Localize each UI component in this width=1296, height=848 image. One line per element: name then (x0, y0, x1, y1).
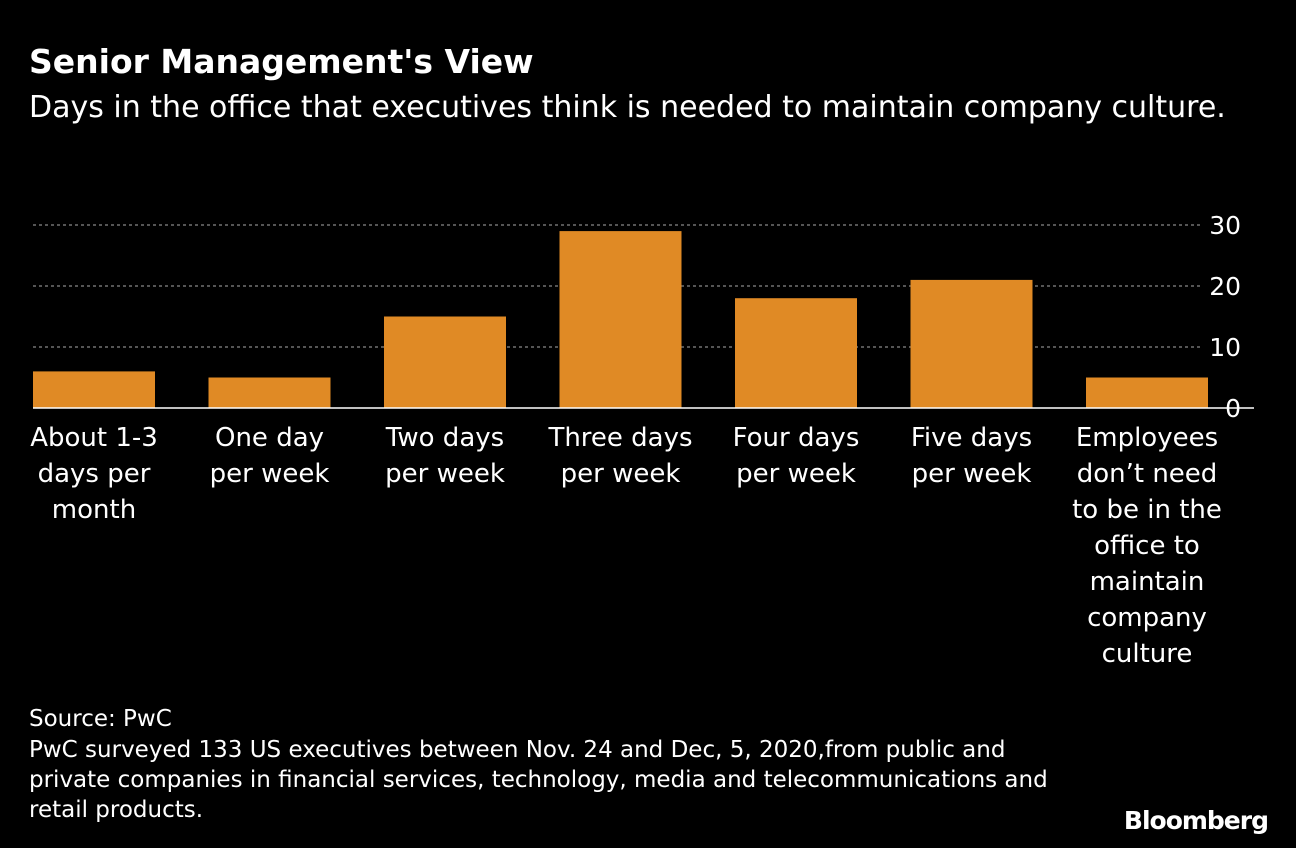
bar (384, 316, 506, 408)
x-tick-label-line: Two days (385, 423, 504, 453)
y-tick-label: 10 (1209, 333, 1241, 362)
y-tick-label: 30 (1209, 211, 1241, 240)
x-tick-label: Four days per week (733, 423, 860, 489)
x-tick-label-line: Three days (547, 423, 692, 453)
x-tick-label-line: culture (1102, 639, 1193, 669)
x-tick-label-line: maintain (1090, 567, 1205, 597)
chart-subtitle: Days in the office that executives think… (29, 90, 1226, 125)
x-tick-label-line: per week (385, 459, 505, 489)
bar (208, 377, 331, 408)
x-tick-label-line: One day (215, 423, 324, 453)
x-tick-label-line: About 1-3 (30, 423, 158, 453)
bloomberg-logo: Bloomberg (1123, 806, 1269, 835)
bar (735, 298, 857, 408)
x-tick-label-line: office to (1094, 531, 1200, 561)
bar (33, 371, 155, 408)
x-tick-label: Three days per week (547, 423, 692, 489)
survey-note: PwC surveyed 133 US executives between N… (29, 737, 1048, 823)
x-tick-label-line: per week (561, 459, 681, 489)
y-tick-label: 20 (1209, 272, 1241, 301)
x-tick-label-line: Four days (733, 423, 860, 453)
x-tick-label-line: days per (38, 459, 151, 489)
x-tick-label-line: don’t need (1077, 459, 1218, 489)
x-tick-label: Employees don’t need to be in the office to… (1072, 423, 1222, 669)
x-tick-label-line: Employees (1076, 423, 1218, 453)
x-tick-label: About 1-3 days per month (30, 423, 158, 525)
source-note: Source: PwC (29, 706, 172, 732)
x-tick-label-line: company (1087, 603, 1207, 633)
x-tick-label-line: to be in the (1072, 495, 1222, 525)
x-tick-label-line: month (52, 495, 136, 525)
x-tick-label-line: per week (736, 459, 856, 489)
x-tick-label: Two days per week (385, 423, 505, 489)
x-tick-label-line: per week (210, 459, 330, 489)
bar (559, 231, 682, 408)
x-tick-label-line: per week (912, 459, 1032, 489)
x-tick-label: Five days per week (911, 423, 1032, 489)
bar (910, 279, 1033, 408)
bar (1086, 377, 1208, 408)
chart-title: Senior Management's View (29, 42, 534, 81)
x-tick-label-line: Five days (911, 423, 1032, 453)
x-tick-label: One day per week (210, 423, 330, 489)
